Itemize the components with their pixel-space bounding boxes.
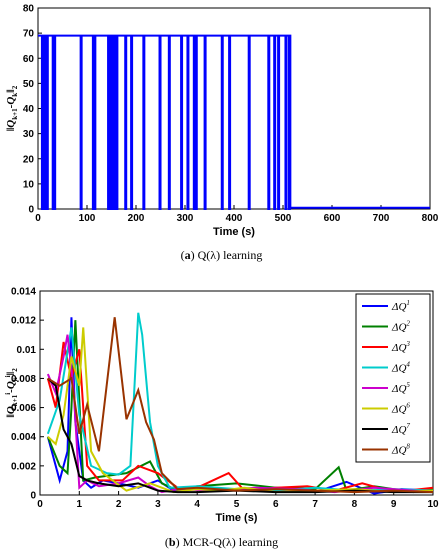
- x-tick-label: 7: [312, 499, 318, 510]
- caption-a: (a) Q(λ) learning: [180, 248, 263, 262]
- legend-entry: ΔQ5: [391, 381, 410, 395]
- chart-a: 0 100 200 300 400 500 600 700 800 0 10 20 30 40 50 60 70…: [5, 4, 439, 239]
- y-tick-label: 0.006: [11, 403, 36, 414]
- x-axis-label: Time (s): [213, 226, 255, 238]
- x-tick-label: 0: [37, 499, 43, 510]
- y-tick-label: 0.014: [11, 287, 36, 298]
- y-tick-label: 0.01: [17, 345, 37, 356]
- x-axis-label: Time (s): [216, 512, 258, 524]
- y-tick-label: 0.012: [11, 316, 36, 327]
- legend-entry: ΔQ7: [391, 422, 410, 436]
- x-tick-label: 100: [79, 213, 96, 224]
- chart-b: 0 1 2 3 4 5 6 7 8 9 10 0 0.002 0.004 0.006 0.008 0.01 0.0…: [4, 287, 439, 525]
- x-tick-label: 10: [427, 499, 439, 510]
- series-line: [38, 34, 430, 210]
- y-tick-label: 0.008: [11, 374, 36, 385]
- x-tick-label: 5: [234, 499, 240, 510]
- y-tick-label: 80: [23, 4, 35, 15]
- x-tick-label: 2: [116, 499, 122, 510]
- x-tick-label: 800: [422, 213, 439, 224]
- legend-entry: ΔQ4: [391, 361, 410, 375]
- caption-b: (b) MCR-Q(λ) learning: [164, 535, 279, 549]
- plot-frame: [37, 7, 431, 210]
- x-tick-label: 8: [352, 499, 358, 510]
- x-tick-label: 200: [128, 213, 145, 224]
- legend-entry: ΔQ8: [391, 443, 410, 457]
- y-tick-label: 50: [23, 79, 35, 90]
- series-line-8: [47, 317, 434, 494]
- y-tick-label: 0.002: [11, 461, 36, 472]
- legend-entry: ΔQ6: [391, 402, 410, 416]
- x-tick-label: 6: [273, 499, 279, 510]
- x-tick-label: 0: [35, 213, 41, 224]
- y-tick-label: 30: [23, 129, 35, 140]
- x-tick-label: 3: [155, 499, 161, 510]
- y-tick-label: 0: [28, 205, 34, 216]
- y-tick-label: 0.004: [11, 432, 36, 443]
- legend-entry: ΔQ1: [391, 299, 410, 313]
- x-tick-label: 400: [226, 213, 243, 224]
- x-tick-label: 9: [391, 499, 397, 510]
- x-tick-label: 4: [194, 499, 200, 510]
- legend: ΔQ1 ΔQ2 ΔQ3 ΔQ4 ΔQ5 ΔQ6 ΔQ7 ΔQ8: [355, 293, 431, 463]
- x-tick-label: 300: [177, 213, 194, 224]
- legend-box: [355, 293, 431, 463]
- y-tick-label: 0: [30, 491, 36, 502]
- y-axis-label: ‖Qk+1i-Qki‖2: [4, 368, 19, 418]
- y-tick-label: 60: [23, 54, 35, 65]
- x-tick-label: 700: [373, 213, 390, 224]
- y-axis-label: ‖Qk+1-Qk‖2: [5, 85, 19, 131]
- legend-entry: ΔQ2: [391, 320, 410, 334]
- x-tick-label: 500: [275, 213, 292, 224]
- y-tick-label: 40: [23, 104, 35, 115]
- y-tick-label: 70: [23, 29, 35, 40]
- y-tick-label: 20: [23, 154, 35, 165]
- x-tick-label: 600: [324, 213, 341, 224]
- legend-entry: ΔQ3: [391, 340, 410, 354]
- x-tick-label: 1: [77, 499, 83, 510]
- y-tick-label: 10: [23, 179, 35, 190]
